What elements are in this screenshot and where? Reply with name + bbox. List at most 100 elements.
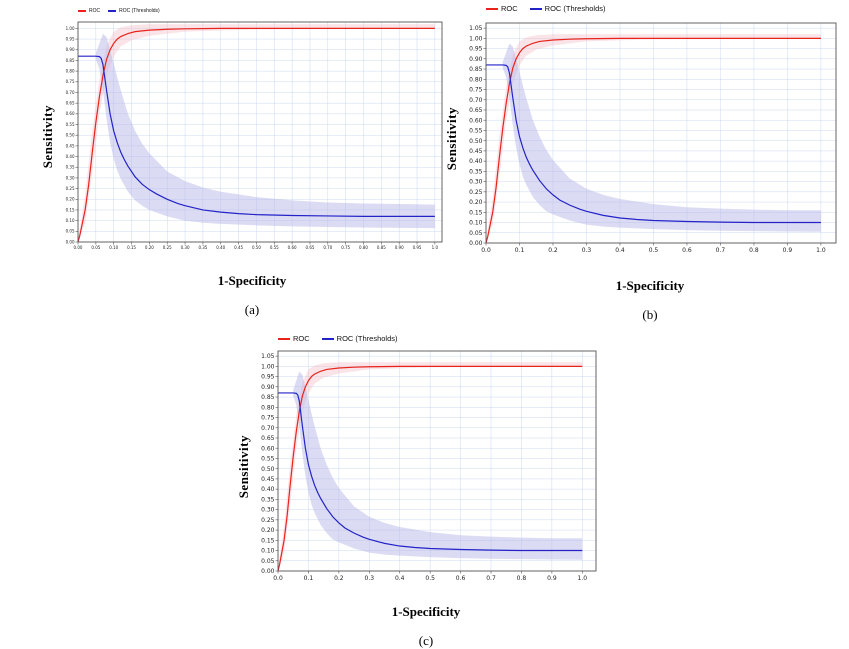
legend-item: ROC (486, 4, 518, 13)
legend-line-swatch (529, 7, 542, 10)
svg-text:0.20: 0.20 (145, 245, 154, 250)
svg-text:0.5: 0.5 (649, 247, 659, 254)
svg-text:0.8: 0.8 (517, 575, 527, 582)
svg-text:0.15: 0.15 (469, 209, 483, 216)
legend-label: ROC (501, 4, 518, 13)
y-axis-label: Sensitivity (236, 435, 251, 499)
svg-text:0.80: 0.80 (469, 76, 483, 83)
svg-text:0.45: 0.45 (261, 476, 275, 483)
svg-text:0.70: 0.70 (469, 97, 483, 104)
svg-text:0.60: 0.60 (261, 445, 275, 452)
svg-text:0.6: 0.6 (682, 247, 692, 254)
x-axis-label: 1-Specificity (391, 604, 461, 619)
legend-label: ROC (293, 334, 310, 343)
legend-label: ROC (Thresholds) (119, 8, 160, 14)
svg-text:0.3: 0.3 (582, 247, 592, 254)
svg-text:0.10: 0.10 (109, 245, 118, 250)
svg-text:0.55: 0.55 (261, 456, 275, 463)
svg-text:0.75: 0.75 (261, 415, 275, 422)
svg-text:0.80: 0.80 (66, 69, 75, 74)
x-axis-label: 1-Specificity (217, 273, 287, 288)
svg-text:0.25: 0.25 (66, 186, 75, 191)
svg-text:0.85: 0.85 (377, 245, 386, 250)
legend-item: ROC (Thresholds) (321, 334, 398, 343)
legend-label: ROC (Thresholds) (544, 4, 606, 13)
svg-text:0.55: 0.55 (66, 122, 75, 127)
roc-plot: 0.00 0.05 0.10 0.15 0.20 0.25 0.30 0.35 0.40 0.45… (66, 21, 443, 250)
legend-label: ROC (Thresholds) (336, 334, 398, 343)
svg-text:1.0: 1.0 (816, 247, 826, 254)
svg-text:0.50: 0.50 (252, 245, 261, 250)
chart-caption: (c) (418, 633, 434, 648)
plot-row: Sensitivity 0.0 0.1 0.2 0.3 0.4 0.5 0.6 0.7 0.8 0… (236, 345, 600, 589)
legend-item: ROC (278, 334, 310, 343)
svg-text:0.90: 0.90 (66, 47, 75, 52)
svg-text:0.75: 0.75 (469, 87, 483, 94)
svg-text:0.80: 0.80 (359, 245, 368, 250)
chart-caption: (a) (244, 302, 260, 317)
plot-row: Sensitivity 0.0 0.1 0.2 0.3 0.4 0.5 0.6 0.7 0.8 0… (444, 15, 840, 263)
svg-text:0.30: 0.30 (469, 179, 483, 186)
svg-text:0.85: 0.85 (469, 66, 483, 73)
svg-text:0.85: 0.85 (261, 394, 275, 401)
svg-text:0.55: 0.55 (469, 128, 483, 135)
y-axis-label: Sensitivity (40, 105, 55, 169)
svg-text:0.70: 0.70 (66, 90, 75, 95)
svg-text:0.65: 0.65 (261, 435, 275, 442)
plot-row: Sensitivity 0.00 0.05 0.10 0.15 0.20 0.25 0.30… (40, 16, 448, 258)
svg-text:0.75: 0.75 (66, 79, 75, 84)
svg-text:0.75: 0.75 (341, 245, 350, 250)
svg-text:0.2: 0.2 (548, 247, 558, 254)
legend: ROC ROC (Thresholds) (78, 8, 448, 14)
svg-text:0.95: 0.95 (469, 46, 483, 53)
svg-text:0.60: 0.60 (469, 117, 483, 124)
legend: ROC ROC (Thresholds) (486, 4, 840, 13)
roc-plot: 0.0 0.1 0.2 0.3 0.4 0.5 0.6 0.7 0.8 0.9 1.0 0.00 0.0… (261, 350, 597, 582)
svg-text:0.0: 0.0 (481, 247, 491, 254)
svg-text:1.05: 1.05 (469, 25, 483, 32)
legend-line-swatch (321, 337, 334, 340)
svg-text:0.70: 0.70 (323, 245, 332, 250)
svg-text:0.7: 0.7 (486, 575, 496, 582)
svg-text:0.20: 0.20 (261, 527, 275, 534)
svg-text:0.00: 0.00 (261, 568, 275, 575)
svg-text:0.25: 0.25 (469, 189, 483, 196)
svg-text:0.5: 0.5 (425, 575, 435, 582)
svg-text:0.05: 0.05 (469, 230, 483, 237)
svg-text:0.85: 0.85 (66, 58, 75, 63)
svg-text:0.7: 0.7 (716, 247, 726, 254)
svg-text:0.30: 0.30 (181, 245, 190, 250)
svg-text:0.10: 0.10 (261, 548, 275, 555)
legend-line-swatch (486, 7, 498, 10)
svg-text:0.60: 0.60 (288, 245, 297, 250)
svg-text:0.80: 0.80 (261, 404, 275, 411)
svg-text:1.00: 1.00 (66, 26, 75, 31)
legend-item: ROC (Thresholds) (529, 4, 606, 13)
svg-text:0.90: 0.90 (395, 245, 404, 250)
svg-text:0.40: 0.40 (261, 486, 275, 493)
svg-text:0.10: 0.10 (66, 218, 75, 223)
svg-text:0.05: 0.05 (91, 245, 100, 250)
svg-text:0.15: 0.15 (127, 245, 136, 250)
svg-text:0.10: 0.10 (469, 220, 483, 227)
svg-text:0.20: 0.20 (66, 197, 75, 202)
svg-text:0.3: 0.3 (365, 575, 375, 582)
svg-text:0.95: 0.95 (261, 374, 275, 381)
svg-text:0.9: 0.9 (783, 247, 793, 254)
svg-text:0.4: 0.4 (615, 247, 625, 254)
svg-text:0.25: 0.25 (261, 517, 275, 524)
svg-text:0.05: 0.05 (261, 558, 275, 565)
svg-text:0.00: 0.00 (66, 239, 75, 244)
svg-text:0.25: 0.25 (163, 245, 172, 250)
legend-item: ROC (78, 8, 100, 14)
svg-text:0.45: 0.45 (66, 143, 75, 148)
svg-text:0.35: 0.35 (198, 245, 207, 250)
svg-text:1.00: 1.00 (469, 35, 483, 42)
svg-text:0.95: 0.95 (66, 36, 75, 41)
y-axis-label: Sensitivity (444, 107, 459, 171)
svg-text:0.95: 0.95 (413, 245, 422, 250)
svg-text:0.90: 0.90 (469, 56, 483, 63)
roc-figure-a: ROC ROC (Thresholds) Sensitivity 0.00 0.05… (40, 8, 448, 318)
svg-text:0.6: 0.6 (456, 575, 466, 582)
